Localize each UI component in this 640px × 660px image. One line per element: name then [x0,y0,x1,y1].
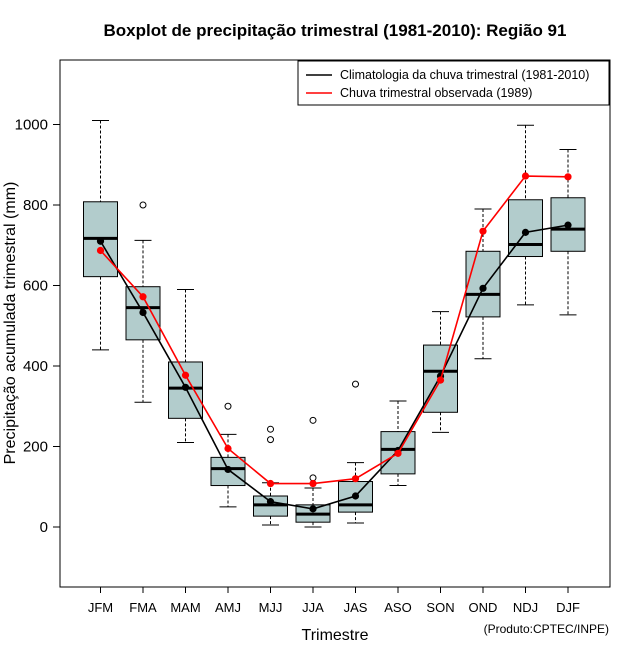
y-tick-label: 1000 [15,117,48,134]
x-tick-label: NDJ [513,600,538,615]
series-point [479,284,487,292]
y-tick-label: 600 [23,278,48,295]
y-axis: 0 200 400 600 800 1000 [15,117,60,536]
legend: Climatologia da chuva trimestral (1981-2… [297,60,610,106]
series-point [521,172,530,180]
x-tick-label: JJA [302,600,324,615]
series-point [309,505,317,513]
y-axis-title: Precipitação acumulada trimestral (mm) [2,182,19,465]
series-point [479,227,487,235]
x-tick-label: FMA [129,600,157,615]
series-point [266,479,275,488]
legend-label-climatology: Climatologia da chuva trimestral (1981-2… [340,68,589,82]
plot-frame [59,59,611,588]
x-axis: JFM FMA MAM AMJ MJJ JJA JAS ASO SON OND NDJ DJF [88,587,580,615]
legend-label-observed: Chuva trimestral observada (1989) [340,86,532,100]
series-point [224,465,232,474]
outlier-point [352,380,359,388]
x-axis-title: Trimestre [302,627,369,644]
series-point [309,479,317,488]
boxplot-djf [550,148,586,316]
series-line [99,224,569,510]
boxplot-ndj [508,124,543,306]
series-observed [96,172,572,488]
y-tick-label: 400 [23,358,48,375]
outlier-point [309,416,317,424]
boxplot-aso [380,400,416,487]
outlier-point [267,425,274,433]
x-tick-label: MJJ [259,600,283,615]
series-point [394,449,402,457]
series-point [96,237,105,245]
y-tick-label: 0 [40,519,48,536]
outlier-point [224,402,232,410]
boxplot-jfm [83,119,118,351]
boxplot-son [423,311,458,433]
x-tick-label: MAM [170,600,200,615]
series-point [564,173,572,181]
series-point [139,293,147,301]
series-point [351,492,360,500]
box-iqr [508,199,543,258]
x-tick-label: AMJ [215,600,241,615]
x-tick-label: DJF [556,600,580,615]
boxplot-jas [338,380,373,524]
x-tick-label: JAS [344,600,368,615]
series-point [181,371,190,379]
series-point [351,475,360,483]
series-point [266,498,275,506]
series-point [436,376,445,384]
series-point [224,444,232,453]
series-point [96,246,105,255]
y-tick-label: 800 [23,197,48,214]
series-lines [96,172,572,513]
box-iqr [465,250,501,318]
boxplots [83,119,586,528]
outlier-point [139,201,147,209]
chart-title: Boxplot de precipitação trimestral (1981… [104,21,567,40]
boxplot-amj [210,402,246,508]
boxplot-fma [125,201,161,403]
boxplot-mjj [253,425,288,526]
series-point [521,228,530,236]
legend-frame [297,60,610,106]
outlier-point [267,436,274,444]
x-tick-label: ASO [384,600,411,615]
series-point [139,308,147,317]
y-tick-label: 200 [23,439,48,456]
box-iqr [550,197,586,252]
series-point [564,221,572,229]
x-tick-label: OND [469,600,498,615]
series-line [99,175,569,485]
boxplot-ond [465,208,501,360]
product-credit: (Produto:CPTEC/INPE) [484,622,609,636]
x-tick-label: JFM [88,600,113,615]
series-point [181,383,190,391]
x-tick-label: SON [426,600,454,615]
